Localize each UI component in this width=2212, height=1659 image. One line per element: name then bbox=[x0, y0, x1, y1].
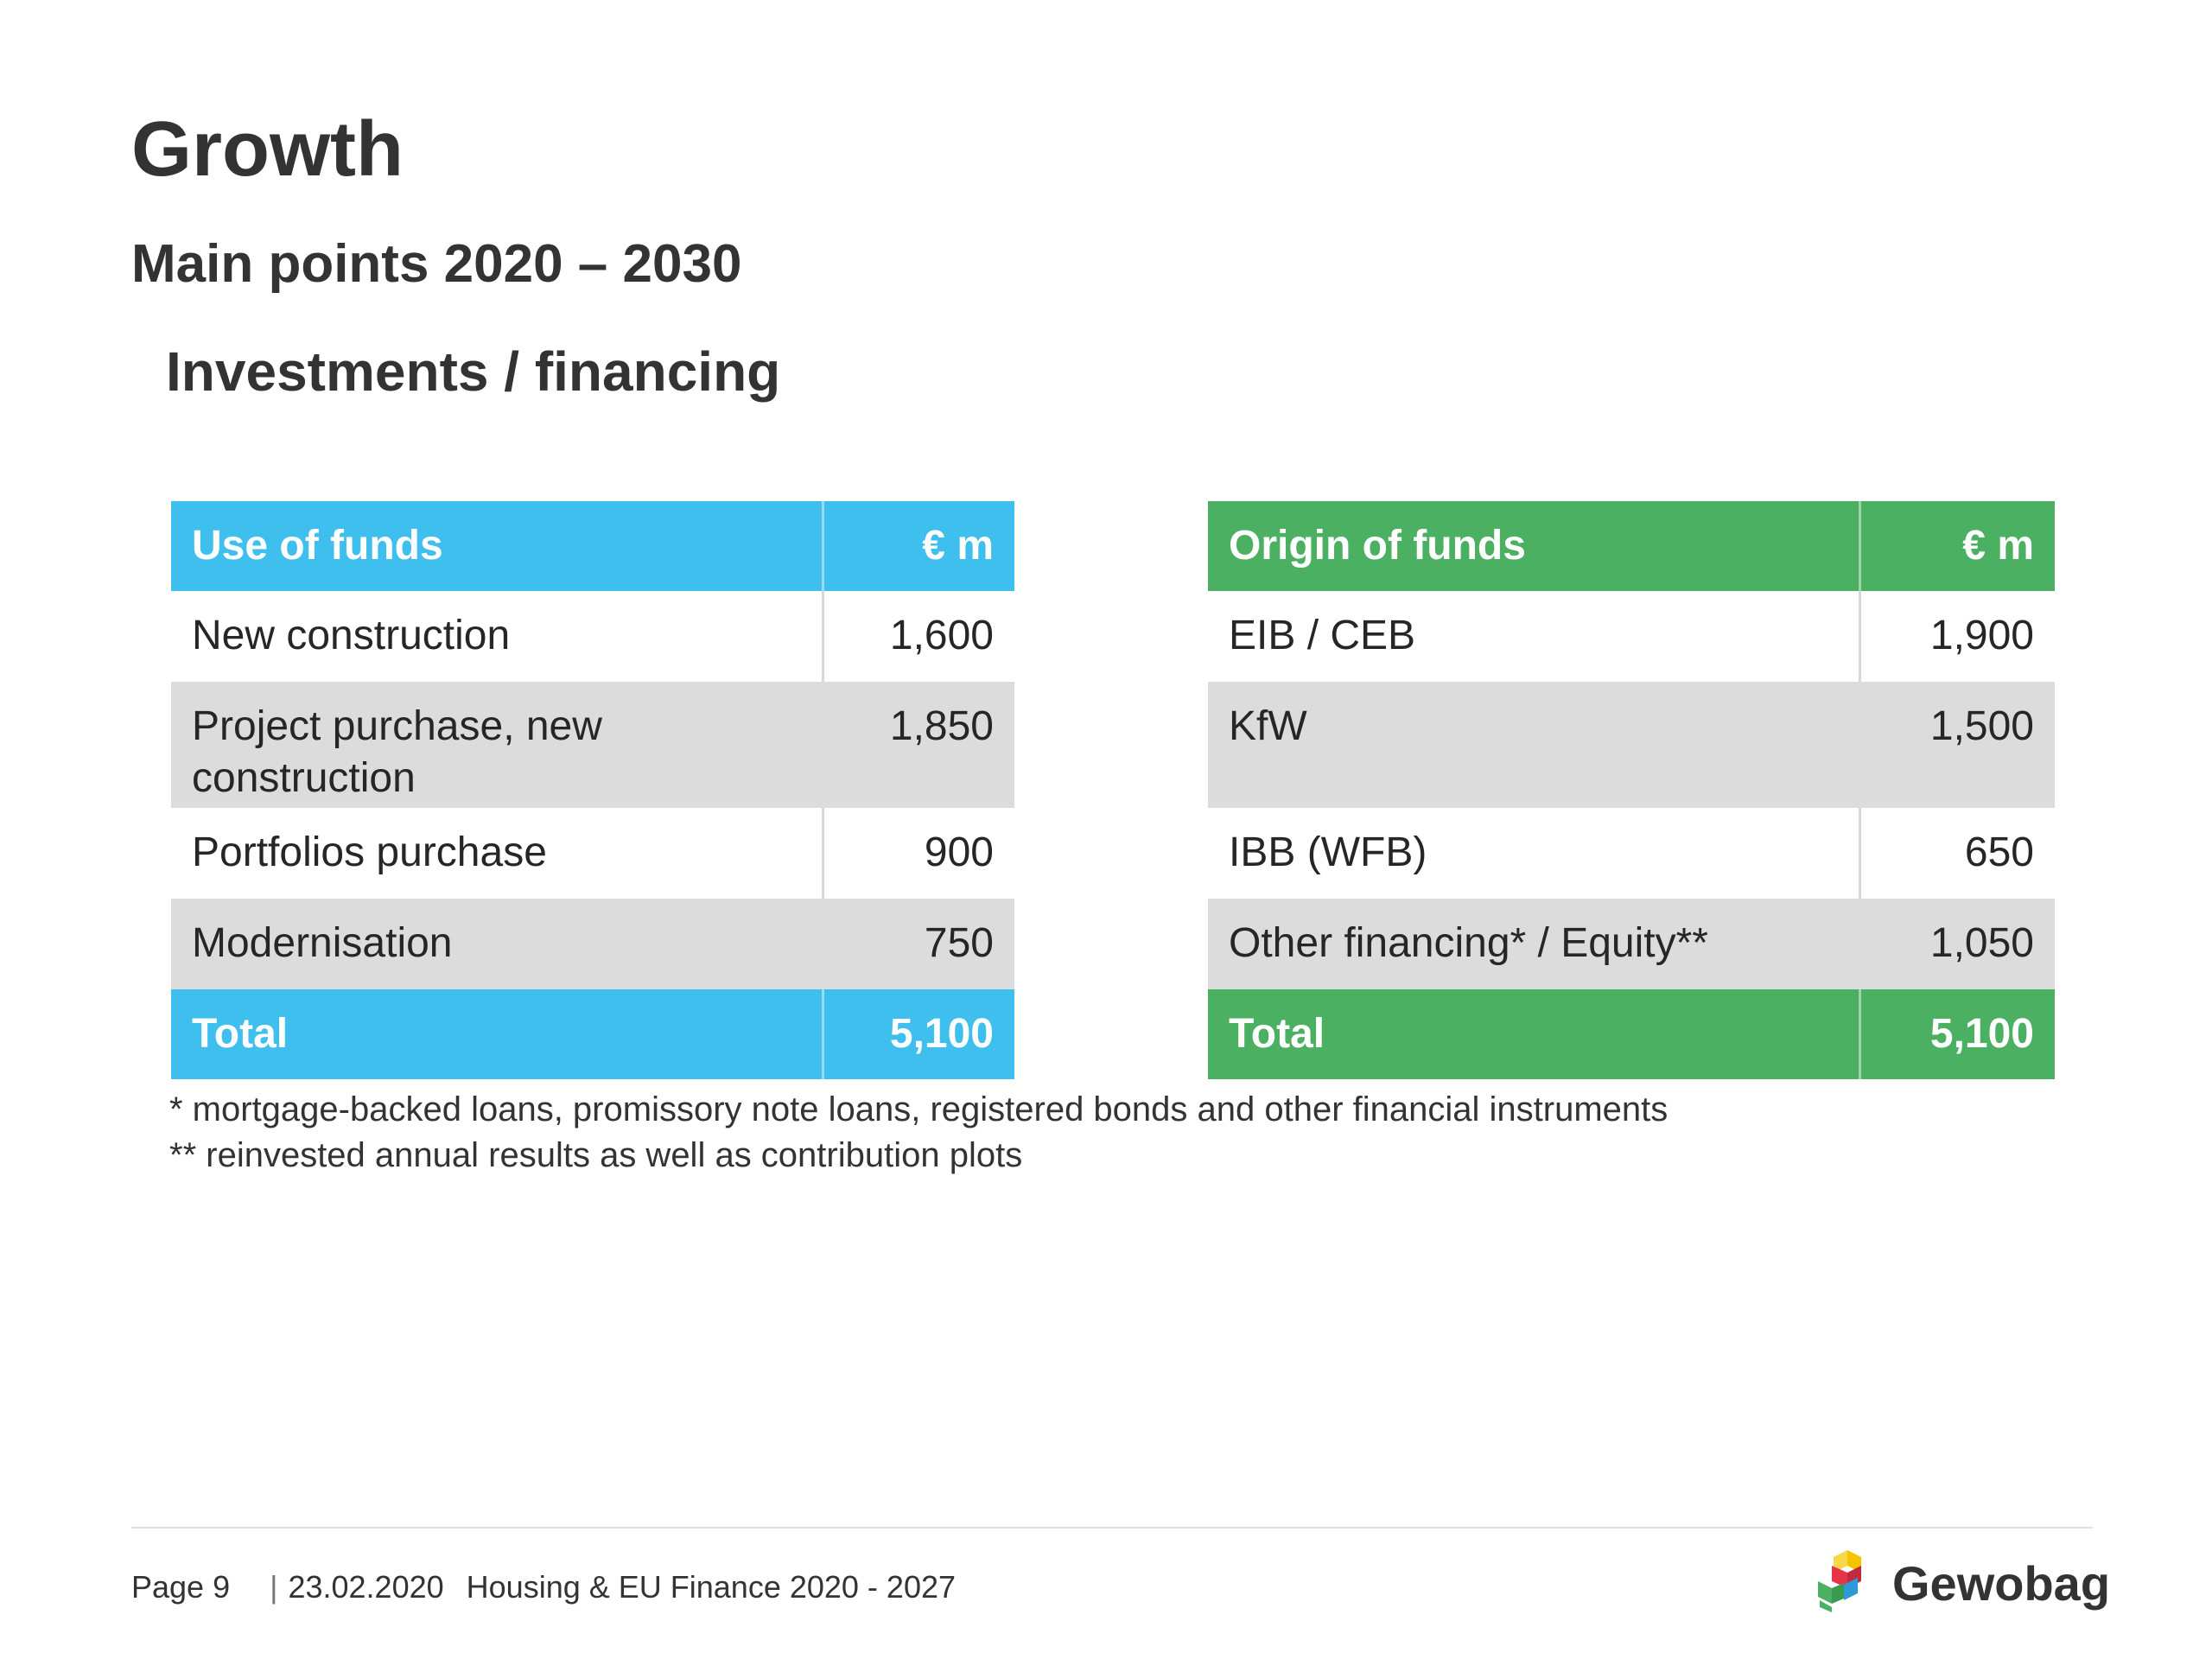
row-label: Portfolios purchase bbox=[171, 808, 824, 899]
row-value: 750 bbox=[823, 899, 1014, 989]
row-label: EIB / CEB bbox=[1208, 591, 1861, 682]
row-value: 650 bbox=[1859, 808, 2055, 899]
footer: Page 9 | 23.02.2020 Housing & EU Finance 20… bbox=[131, 1569, 956, 1605]
table-row: Modernisation 750 bbox=[171, 899, 1014, 989]
row-value: 1,050 bbox=[1859, 899, 2055, 989]
cubes-logo-icon bbox=[1818, 1550, 1861, 1612]
section-heading: Investments / financing bbox=[166, 340, 781, 403]
footnote: * mortgage-backed loans, promissory note… bbox=[169, 1090, 1669, 1128]
table-row: IBB (WFB) 650 bbox=[1208, 808, 2055, 899]
row-value: 1,500 bbox=[1859, 682, 2055, 808]
row-value: 1,850 bbox=[823, 682, 1014, 808]
column-header-eur-m: € m bbox=[823, 501, 1014, 591]
column-header-use-of-funds: Use of funds bbox=[171, 501, 824, 591]
table-header-row: Use of funds € m bbox=[171, 501, 1014, 591]
total-value: 5,100 bbox=[1859, 989, 2055, 1079]
row-value: 900 bbox=[823, 808, 1014, 899]
row-label: Modernisation bbox=[171, 899, 824, 989]
row-label: New construction bbox=[171, 591, 824, 682]
total-value: 5,100 bbox=[823, 989, 1014, 1079]
table-row: Portfolios purchase 900 bbox=[171, 808, 1014, 899]
page-title: Growth bbox=[131, 106, 404, 193]
table-row: Other financing* / Equity** 1,050 bbox=[1208, 899, 2055, 989]
table-row: New construction 1,600 bbox=[171, 591, 1014, 682]
row-label: Project purchase, new construction bbox=[171, 682, 824, 808]
footer-separator: | bbox=[270, 1569, 278, 1605]
use-of-funds-table: Use of funds € m New construction 1,600 … bbox=[171, 501, 1014, 1079]
table-header-row: Origin of funds € m bbox=[1208, 501, 2055, 591]
footnote: ** reinvested annual results as well as … bbox=[169, 1136, 1023, 1174]
row-label: IBB (WFB) bbox=[1208, 808, 1861, 899]
footer-document-title: Housing & EU Finance 2020 - 2027 bbox=[466, 1569, 957, 1605]
column-header-origin-of-funds: Origin of funds bbox=[1208, 501, 1861, 591]
table-row: EIB / CEB 1,900 bbox=[1208, 591, 2055, 682]
total-label: Total bbox=[171, 989, 824, 1079]
row-value: 1,900 bbox=[1859, 591, 2055, 682]
logo-wordmark: Gewobag bbox=[1892, 1556, 2111, 1611]
footer-date: 23.02.2020 bbox=[288, 1569, 444, 1605]
row-label: Other financing* / Equity** bbox=[1208, 899, 1861, 989]
row-label: KfW bbox=[1208, 682, 1861, 808]
footer-divider bbox=[131, 1527, 2093, 1529]
page-subtitle: Main points 2020 – 2030 bbox=[131, 234, 742, 294]
table-row: KfW 1,500 bbox=[1208, 682, 2055, 808]
column-header-eur-m: € m bbox=[1859, 501, 2055, 591]
total-row: Total 5,100 bbox=[171, 989, 1014, 1079]
table-row: Project purchase, new construction 1,850 bbox=[171, 682, 1014, 808]
footnotes: * mortgage-backed loans, promissory note… bbox=[169, 1087, 1668, 1179]
origin-of-funds-table: Origin of funds € m EIB / CEB 1,900 KfW … bbox=[1208, 501, 2055, 1079]
row-value: 1,600 bbox=[823, 591, 1014, 682]
page-number: Page 9 bbox=[131, 1569, 231, 1605]
total-row: Total 5,100 bbox=[1208, 989, 2055, 1079]
total-label: Total bbox=[1208, 989, 1861, 1079]
